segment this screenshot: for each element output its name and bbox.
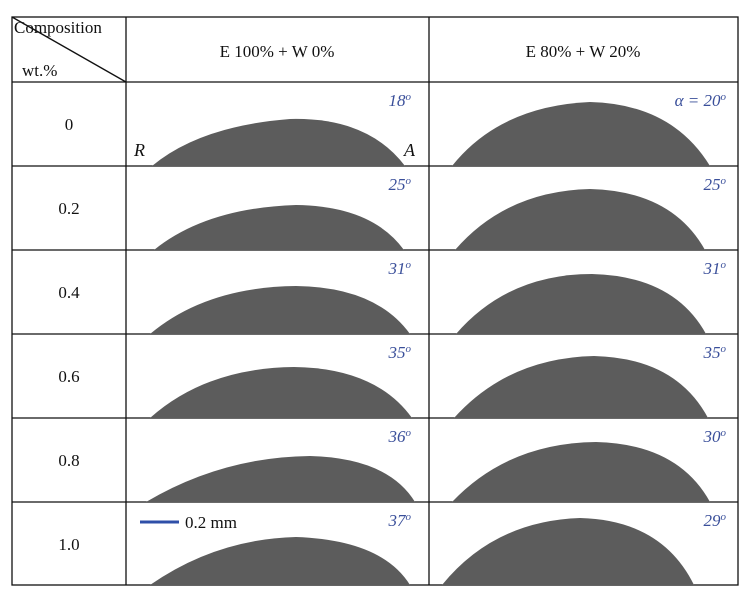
droplet-silhouette (154, 205, 404, 250)
droplet-silhouette (152, 118, 405, 166)
contact-angle-label: 30o (703, 427, 727, 446)
contact-angle-label: 35o (703, 343, 727, 362)
composition-label: 1.0 (58, 535, 79, 554)
contact-angle-label: 18o (389, 91, 412, 110)
corner-diagonal (11, 16, 127, 83)
column-header-e80: E 80% + W 20% (526, 42, 641, 61)
droplet-silhouette (150, 367, 412, 418)
composition-label: 0.4 (58, 283, 80, 302)
droplet-silhouette (150, 286, 410, 334)
contact-angle-label: 35o (388, 343, 412, 362)
angles-e80: α = 20o 25o 31o 35o 30o 29o (675, 91, 727, 530)
corner-label-composition: Composition (14, 18, 102, 37)
contact-angle-label: 37o (388, 511, 412, 530)
droplet-silhouette (456, 274, 706, 334)
contact-angle-label: 29o (704, 511, 727, 530)
corner-label-unit: wt.% (22, 61, 57, 80)
composition-label: 0.2 (58, 199, 79, 218)
composition-label: 0 (65, 115, 74, 134)
droplet-silhouette (442, 518, 694, 585)
droplet-silhouette (452, 442, 710, 502)
column-header-e100: E 100% + W 0% (220, 42, 335, 61)
contact-angle-label: α = 20o (675, 91, 727, 110)
advancing-side-label: A (403, 140, 416, 160)
contact-angle-label: 31o (388, 259, 412, 278)
droplet-silhouette (452, 102, 710, 166)
scale-bar: 0.2 mm (140, 513, 237, 532)
droplets-e80 (442, 102, 710, 585)
scale-bar-label: 0.2 mm (185, 513, 237, 532)
contact-angle-label: 36o (388, 427, 412, 446)
composition-column: 0 0.2 0.4 0.6 0.8 1.0 (58, 115, 80, 554)
contact-angle-label: 31o (703, 259, 727, 278)
contact-angle-label: 25o (389, 175, 412, 194)
droplet-silhouette (455, 189, 705, 250)
composition-label: 0.6 (58, 367, 79, 386)
angles-e100: 18o 25o 31o 35o 36o 37o (388, 91, 412, 530)
droplet-silhouette (150, 537, 410, 585)
droplets-e100 (146, 118, 415, 585)
droplet-silhouette (146, 456, 415, 502)
receding-side-label: R (133, 140, 145, 160)
droplet-silhouette (454, 356, 708, 418)
table-header: Composition wt.% E 100% + W 0% E 80% + W… (14, 18, 640, 80)
composition-label: 0.8 (58, 451, 79, 470)
contact-angle-label: 25o (704, 175, 727, 194)
